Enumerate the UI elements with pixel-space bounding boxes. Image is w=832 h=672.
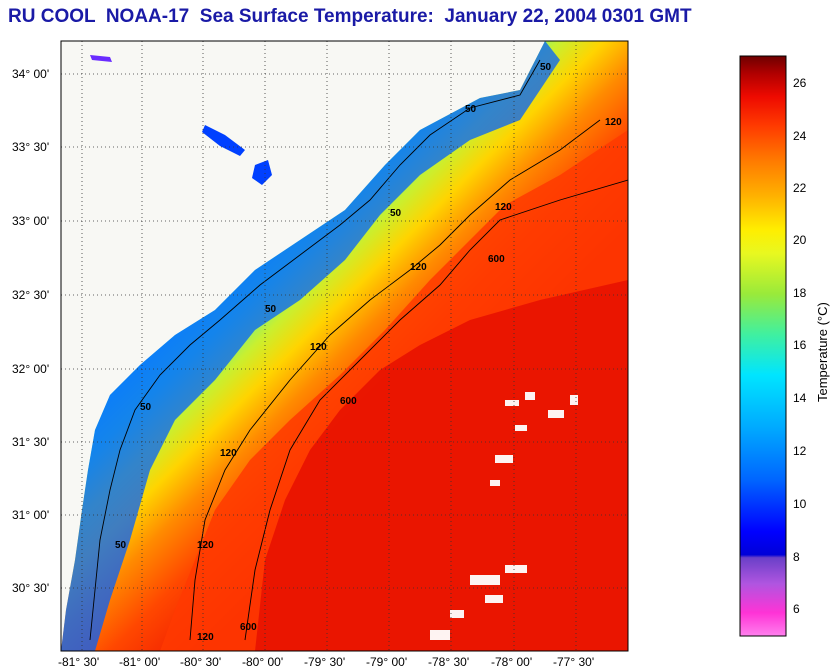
nearshore-cold: [61, 41, 560, 651]
lon-label: -77° 30': [553, 655, 594, 669]
lon-label: -81° 00': [119, 655, 160, 669]
lat-label: 31° 30': [12, 435, 49, 449]
lon-label: -79° 00': [366, 655, 407, 669]
contour-label: 120: [310, 342, 327, 353]
colorbar-ticks: 26 24 22 20 18 16 14 12 10 8 6: [793, 76, 807, 616]
lat-label: 31° 00': [12, 508, 49, 522]
contour-label: 600: [240, 622, 257, 633]
lat-label: 34° 00': [12, 67, 49, 81]
contour-labels: 50 50 50 50 50 50 120 120 120 120 120 12…: [115, 62, 622, 643]
contour-50m: [89, 59, 541, 641]
contour-label: 120: [605, 117, 622, 128]
inland-lake: [202, 125, 245, 156]
contour-label: 120: [197, 632, 214, 643]
longitude-labels: -81° 30' -81° 00' -80° 30' -80° 00' -79°…: [58, 655, 594, 669]
colorbar-tick: 10: [793, 497, 807, 511]
map-panel: 50 50 50 50 50 50 120 120 120 120 120 12…: [61, 41, 628, 651]
contour-label: 50: [140, 402, 152, 413]
contour-label: 600: [488, 254, 505, 265]
colorbar-tick: 14: [793, 391, 807, 405]
map-title: RU COOL NOAA-17 Sea Surface Temperature:…: [8, 6, 692, 27]
colorbar-tick: 12: [793, 444, 807, 458]
colorbar-tick: 22: [793, 181, 807, 195]
colorbar-tick: 8: [793, 550, 800, 564]
contour-label: 120: [410, 262, 427, 273]
contour-label: 120: [197, 540, 214, 551]
cloud-patches: [430, 392, 578, 640]
lon-label: -80° 30': [180, 655, 221, 669]
lon-label: -81° 30': [58, 655, 99, 669]
lat-label: 32° 00': [12, 362, 49, 376]
latitude-labels: 34° 00' 33° 30' 33° 00' 32° 30' 32° 00' …: [12, 67, 49, 595]
lat-label: 32° 30': [12, 288, 49, 302]
inland-lake: [252, 160, 272, 185]
colorbar-tick: 16: [793, 338, 807, 352]
colorbar-scale: [739, 55, 787, 637]
contour-600m: [244, 179, 628, 641]
lon-label: -78° 00': [491, 655, 532, 669]
contour-label: 50: [115, 540, 127, 551]
colorbar-tick: 24: [793, 129, 807, 143]
lon-label: -78° 30': [428, 655, 469, 669]
contour-label: 50: [540, 62, 552, 73]
colorbar-tick: 20: [793, 233, 807, 247]
contour-label: 120: [220, 448, 237, 459]
gulf-stream-core: [255, 280, 628, 651]
colorbar-tick: 6: [793, 602, 800, 616]
lat-lon-grid: [61, 41, 628, 651]
lat-label: 30° 30': [12, 581, 49, 595]
colorbar-tick: 18: [793, 286, 807, 300]
inland-lake: [90, 55, 112, 62]
contour-label: 600: [340, 396, 357, 407]
lon-label: -79° 30': [304, 655, 345, 669]
contour-label: 120: [495, 202, 512, 213]
map-frame: [60, 40, 629, 652]
colorbar-tick: 26: [793, 76, 807, 90]
bathymetry-contours: [89, 59, 628, 641]
colorbar: 26 24 22 20 18 16 14 12 10 8 6 Temperatu…: [739, 55, 830, 637]
colorbar-label: Temperature (°C): [815, 302, 830, 402]
contour-120m: [189, 119, 601, 641]
lat-label: 33° 30': [12, 140, 49, 154]
contour-label: 50: [465, 104, 477, 115]
contour-label: 50: [390, 208, 402, 219]
contour-label: 50: [265, 304, 277, 315]
lat-label: 33° 00': [12, 214, 49, 228]
lon-label: -80° 00': [242, 655, 283, 669]
